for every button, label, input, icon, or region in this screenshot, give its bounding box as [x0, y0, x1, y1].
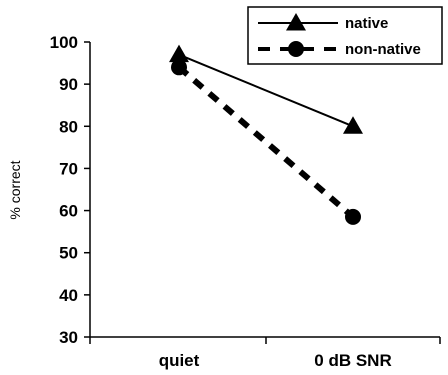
y-tick-label: 80	[59, 117, 78, 136]
triangle-marker	[343, 116, 363, 134]
series-layer	[169, 44, 363, 225]
circle-marker	[171, 59, 187, 76]
circle-marker	[345, 208, 361, 225]
y-tick-label: 100	[50, 33, 78, 52]
legend-triangle-icon	[286, 13, 306, 31]
legend: native non-native	[247, 6, 443, 65]
y-axis-label: % correct	[7, 160, 23, 219]
x-tick-label: 0 dB SNR	[314, 351, 391, 370]
legend-circle-icon	[288, 41, 304, 57]
y-tick-label: 60	[59, 202, 78, 221]
y-ticks: 30 40 50 60 70 80 90 100	[50, 33, 90, 347]
series-line	[178, 53, 354, 128]
x-tick-label: quiet	[159, 351, 200, 370]
legend-label: native	[345, 15, 388, 32]
axes	[89, 42, 440, 338]
y-tick-label: 90	[59, 75, 78, 94]
legend-item: non-native	[258, 41, 421, 58]
series-non-native	[171, 59, 361, 225]
legend-box	[247, 6, 443, 65]
triangle-marker	[169, 44, 189, 63]
y-tick-label: 40	[59, 286, 78, 305]
legend-item: native	[258, 13, 388, 32]
series-native	[169, 44, 363, 134]
legend-label: non-native	[345, 41, 421, 58]
x-ticks: quiet 0 dB SNR	[89, 337, 441, 370]
y-tick-label: 50	[59, 244, 78, 263]
y-tick-label: 30	[59, 328, 78, 347]
y-tick-label: 70	[59, 159, 78, 178]
